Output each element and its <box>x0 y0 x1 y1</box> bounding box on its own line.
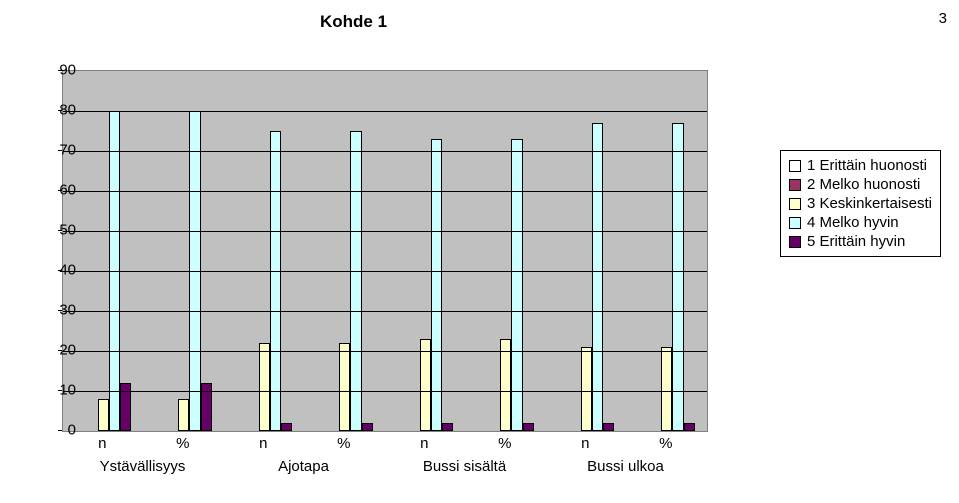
x-sub-label: n <box>384 435 465 452</box>
x-group-label: Bussi ulkoa <box>545 458 706 475</box>
x-sub-label: % <box>143 435 224 452</box>
legend-swatch <box>789 179 801 191</box>
page-root: Kohde 1 3 0102030405060708090 n%n%n%n% Y… <box>0 0 959 503</box>
x-group-label: Ajotapa <box>223 458 384 475</box>
legend-swatch <box>789 160 801 172</box>
grid-line <box>63 271 707 272</box>
ytick-mark <box>58 350 62 351</box>
bar <box>98 399 109 431</box>
x-sub-label: n <box>223 435 304 452</box>
legend-item: 3 Keskinkertaisesti <box>789 195 932 212</box>
plot-area <box>62 70 708 432</box>
x-sub-label: n <box>545 435 626 452</box>
legend-item: 5 Erittäin hyvin <box>789 233 932 250</box>
grid-line <box>63 311 707 312</box>
bars-layer <box>63 71 707 431</box>
legend-swatch <box>789 236 801 248</box>
bar <box>661 347 672 431</box>
legend-label: 2 Melko huonosti <box>807 176 920 193</box>
bar <box>362 423 373 431</box>
ytick-mark <box>58 70 62 71</box>
bar <box>523 423 534 431</box>
x-group-label: Ystävällisyys <box>62 458 223 475</box>
bar <box>420 339 431 431</box>
x-group-label: Bussi sisältä <box>384 458 545 475</box>
legend-label: 1 Erittäin huonosti <box>807 157 927 174</box>
chart-area: 0102030405060708090 n%n%n%n% Ystävällisy… <box>24 70 724 470</box>
ytick-mark <box>58 310 62 311</box>
bar <box>350 131 361 431</box>
bar <box>270 131 281 431</box>
bar <box>581 347 592 431</box>
legend-label: 5 Erittäin hyvin <box>807 233 905 250</box>
legend-swatch <box>789 198 801 210</box>
legend-item: 4 Melko hyvin <box>789 214 932 231</box>
ytick-mark <box>58 150 62 151</box>
legend: 1 Erittäin huonosti 2 Melko huonosti 3 Kes… <box>780 150 941 257</box>
bar <box>511 139 522 431</box>
x-sub-label: % <box>465 435 546 452</box>
bar <box>592 123 603 431</box>
grid-line <box>63 391 707 392</box>
bar <box>603 423 614 431</box>
x-sub-label: % <box>626 435 707 452</box>
grid-line <box>63 191 707 192</box>
grid-line <box>63 231 707 232</box>
legend-item: 2 Melko huonosti <box>789 176 932 193</box>
grid-line <box>63 111 707 112</box>
ytick-mark <box>58 110 62 111</box>
page-number: 3 <box>939 10 947 27</box>
bar <box>178 399 189 431</box>
bar <box>431 139 442 431</box>
ytick-mark <box>58 190 62 191</box>
legend-swatch <box>789 217 801 229</box>
legend-label: 4 Melko hyvin <box>807 214 899 231</box>
x-sub-label: n <box>62 435 143 452</box>
bar <box>672 123 683 431</box>
bar <box>259 343 270 431</box>
ytick-mark <box>58 270 62 271</box>
grid-line <box>63 151 707 152</box>
bar <box>684 423 695 431</box>
ytick-mark <box>58 230 62 231</box>
ytick-mark <box>58 430 62 431</box>
bar <box>500 339 511 431</box>
bar <box>442 423 453 431</box>
ytick-mark <box>58 390 62 391</box>
legend-item: 1 Erittäin huonosti <box>789 157 932 174</box>
bar <box>339 343 350 431</box>
legend-label: 3 Keskinkertaisesti <box>807 195 932 212</box>
bar <box>281 423 292 431</box>
chart-title: Kohde 1 <box>320 12 387 32</box>
x-sub-label: % <box>304 435 385 452</box>
grid-line <box>63 351 707 352</box>
